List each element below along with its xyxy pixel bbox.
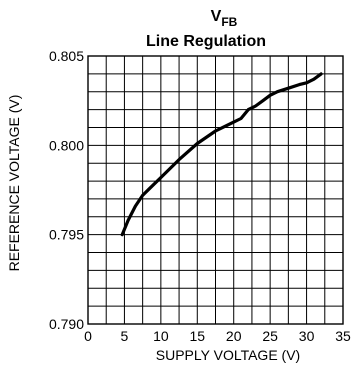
x-tick-label: 20 <box>226 328 242 344</box>
x-tick-label: 30 <box>299 328 315 344</box>
y-tick-label: 0.800 <box>49 137 84 153</box>
x-tick-label: 10 <box>153 328 169 344</box>
x-tick-label: 0 <box>84 328 92 344</box>
x-axis-ticks: 0 5 10 15 20 25 30 35 <box>84 328 351 344</box>
plot-frame <box>87 55 344 325</box>
y-axis-label: REFERENCE VOLTAGE (V) <box>6 95 22 272</box>
x-axis-label: SUPPLY VOLTAGE (V) <box>156 347 300 363</box>
series-layer <box>120 72 323 237</box>
x-tick-label: 25 <box>262 328 278 344</box>
chart-subtitle: Line Regulation <box>146 33 266 50</box>
y-tick-label: 0.790 <box>49 316 84 332</box>
chart-title: VFB <box>211 8 238 29</box>
y-tick-label: 0.805 <box>49 48 84 64</box>
x-tick-label: 15 <box>189 328 205 344</box>
x-tick-label: 35 <box>335 328 351 344</box>
x-tick-label: 5 <box>121 328 129 344</box>
y-tick-label: 0.795 <box>49 227 84 243</box>
series-line <box>120 72 323 237</box>
y-axis-ticks: 0.790 0.795 0.800 0.805 <box>49 48 84 332</box>
chart-grid <box>88 56 343 324</box>
